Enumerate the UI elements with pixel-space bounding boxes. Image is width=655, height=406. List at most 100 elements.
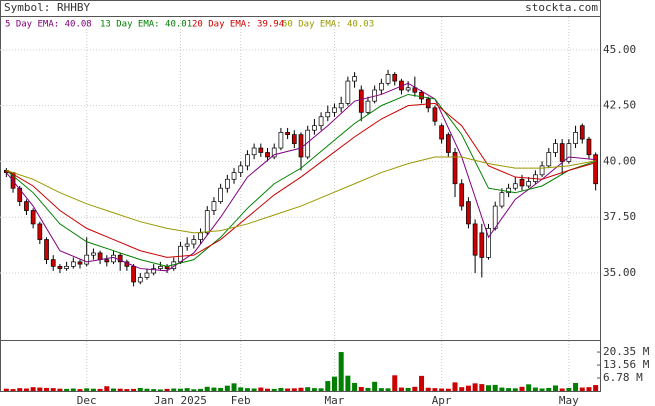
- volume-bar: [157, 389, 163, 391]
- volume-bar: [117, 388, 123, 391]
- x-tick-label: Mar: [325, 394, 345, 406]
- volume-bar: [512, 388, 518, 391]
- volume-bar: [224, 385, 230, 391]
- candle-body: [519, 178, 525, 187]
- candle-body: [104, 259, 110, 263]
- volume-bar: [151, 389, 157, 391]
- candle-body: [57, 265, 63, 269]
- candle-body: [358, 89, 364, 113]
- volume-bar: [30, 387, 36, 391]
- y-tick-label: 42.50: [603, 99, 636, 112]
- volume-bar: [50, 388, 56, 391]
- x-tick-label: Jan 2025: [154, 394, 207, 406]
- volume-bar: [405, 387, 411, 391]
- volume-bar: [77, 389, 83, 391]
- volume-bar: [291, 388, 297, 391]
- x-tick-label: Apr: [432, 394, 452, 406]
- volume-bar: [593, 385, 599, 391]
- volume-bar: [298, 387, 304, 391]
- ema-line: [6, 102, 596, 258]
- volume-bar: [171, 388, 177, 391]
- volume-bar: [432, 388, 438, 391]
- candle-body: [137, 277, 143, 283]
- candle-body: [37, 223, 43, 240]
- volume-bar: [144, 388, 150, 391]
- volume-bar: [204, 386, 210, 391]
- candle-body: [573, 132, 578, 144]
- candle-body: [365, 100, 371, 113]
- chart-title: Symbol: RHHBY: [4, 1, 90, 14]
- candle-body: [352, 76, 357, 82]
- y-tick-label: 45.00: [603, 43, 636, 56]
- candle-body: [445, 134, 451, 153]
- candle-body: [245, 154, 250, 167]
- volume-bar: [278, 387, 284, 391]
- candle-body: [224, 178, 230, 189]
- volume-bar: [17, 388, 23, 391]
- volume-bar: [566, 387, 572, 391]
- volume-bar: [472, 383, 478, 391]
- volume-bar: [10, 389, 16, 391]
- volume-bar: [352, 382, 358, 391]
- source: stockta.com: [525, 1, 598, 14]
- volume-bar: [465, 385, 471, 391]
- frame: [0, 0, 601, 392]
- volume-bar: [398, 387, 404, 391]
- x-tick-label: Dec: [77, 394, 97, 406]
- volume-bar: [84, 388, 90, 391]
- candle-body: [298, 134, 304, 158]
- candle-body: [472, 223, 478, 256]
- candle-body: [84, 254, 90, 265]
- candle-body: [265, 152, 270, 158]
- volume-bar: [211, 387, 217, 391]
- volume-bar: [546, 387, 552, 391]
- volume-bar: [177, 388, 183, 391]
- candle-body: [566, 143, 572, 162]
- legend-entry: 20 Day EMA: 39.94: [192, 20, 284, 30]
- candle-body: [318, 116, 324, 127]
- candle-body: [285, 132, 290, 135]
- candle-body: [338, 103, 344, 109]
- volume-bar: [412, 386, 418, 391]
- volume-bar: [90, 388, 96, 391]
- volume-bar: [23, 388, 29, 391]
- volume-bar: [164, 388, 170, 391]
- volume-bar: [70, 388, 76, 391]
- volume-bar: [506, 388, 512, 391]
- volume-bar: [526, 384, 532, 391]
- volume-bar: [331, 376, 337, 391]
- volume-bar: [425, 387, 431, 391]
- volume-bar: [358, 386, 364, 391]
- legend-entry: 5 Day EMA: 40.08: [5, 20, 92, 30]
- volume-tick-label: 20.35 M: [603, 345, 650, 358]
- candle-body: [392, 74, 398, 82]
- candle-body: [17, 187, 23, 202]
- candle-body: [178, 245, 183, 263]
- candle-body: [97, 252, 103, 260]
- volume-bar: [265, 388, 271, 391]
- volume-bar: [305, 387, 311, 391]
- candle-body: [452, 152, 458, 185]
- volume-bar: [57, 388, 63, 391]
- candle-body: [251, 147, 257, 156]
- volume-bar: [586, 387, 592, 391]
- volume-bar: [378, 388, 384, 391]
- volume-bar: [445, 388, 451, 391]
- candle-body: [466, 201, 471, 225]
- candle-body: [379, 82, 384, 91]
- x-tick-label: May: [559, 394, 579, 406]
- x-tick-label: Feb: [231, 394, 251, 406]
- y-tick-label: 40.00: [603, 154, 636, 167]
- volume-bar: [104, 386, 110, 391]
- candle-body: [50, 259, 56, 267]
- candle-body: [459, 183, 465, 207]
- volume-bar: [218, 387, 224, 391]
- volume-bar: [110, 388, 116, 391]
- volume-bar: [499, 387, 505, 391]
- candle-body: [258, 147, 264, 153]
- candle-body: [204, 210, 210, 234]
- volume-bar: [191, 389, 197, 391]
- volume-bar: [459, 387, 465, 391]
- volume-bar: [479, 384, 485, 391]
- volume-bar: [372, 381, 378, 391]
